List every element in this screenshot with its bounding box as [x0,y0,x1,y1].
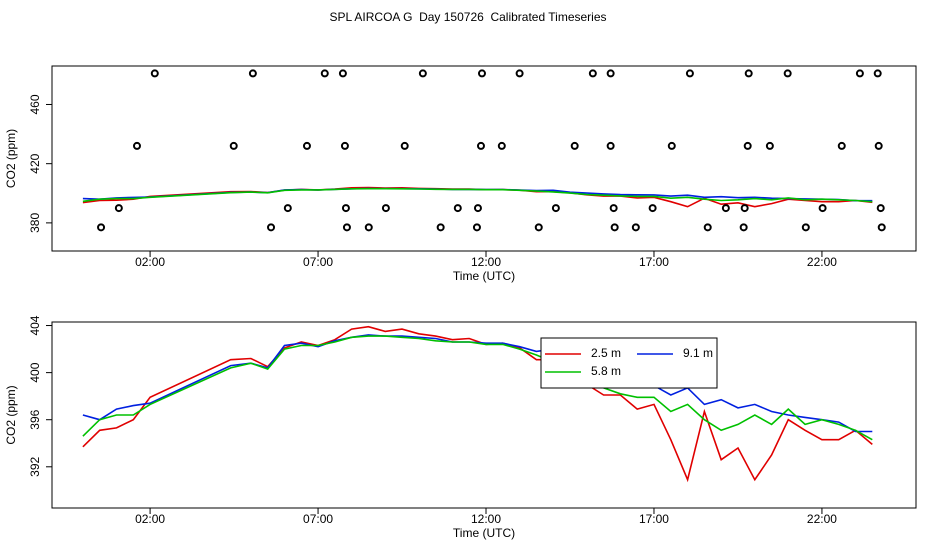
calibration-point [476,141,485,150]
y-tick-label: 460 [28,94,42,114]
figure-title: SPL AIRCOA G Day 150726 Calibrated Times… [329,10,606,24]
plot-frame [51,65,917,252]
calibration-point [570,141,579,150]
y-axis-label: CO2 (ppm) [4,129,18,188]
calibration-point [515,69,524,78]
calibration-point [685,69,694,78]
calibration-point [248,69,257,78]
calibration-point [453,204,462,213]
calibration-point [631,223,640,232]
calibration-point [874,141,883,150]
calibration-point [873,69,882,78]
x-tick-label: 12:00 [471,255,501,269]
calibration-point [551,204,560,213]
calibration-point [267,223,276,232]
calibration-point [740,204,749,213]
y-tick-label: 380 [28,213,42,233]
calibration-point [400,141,409,150]
legend-label: 5.8 m [591,364,621,378]
x-tick-label: 07:00 [303,512,333,526]
calibration-point [876,204,885,213]
x-tick-label: 12:00 [471,512,501,526]
calibration-point [801,223,810,232]
calibration-point [302,141,311,150]
legend-label: 9.1 m [683,346,713,360]
calibration-point [97,223,106,232]
calibration-point [837,141,846,150]
calibration-point [721,204,730,213]
calibration-point [606,141,615,150]
legend-box [540,337,718,389]
y-tick-label: 400 [28,362,42,382]
x-tick-label: 02:00 [135,255,165,269]
calibration-point [744,69,753,78]
calibration-point [283,204,292,213]
calibration-point [818,204,827,213]
calibration-point [381,204,390,213]
calibration-point [648,204,657,213]
x-tick-label: 22:00 [807,255,837,269]
x-tick-label: 22:00 [807,512,837,526]
calibration-point [341,204,350,213]
calibration-point [534,223,543,232]
calibration-point [477,69,486,78]
calibration-point [338,69,347,78]
y-tick-label: 404 [28,315,42,335]
calibration-point [150,69,159,78]
x-axis-label: Time (UTC) [453,526,515,540]
calibration-point [436,223,445,232]
y-axis-label: CO2 (ppm) [4,385,18,444]
calibration-point [497,141,506,150]
calibration-point [473,204,482,213]
calibration-point [667,141,676,150]
x-tick-label: 17:00 [639,512,669,526]
calibration-point [364,223,373,232]
legend-label: 2.5 m [591,346,621,360]
calibration-point [342,223,351,232]
calibration-point [739,223,748,232]
line-series [82,334,873,433]
calibration-point [340,141,349,150]
calibration-point [229,141,238,150]
x-tick-label: 07:00 [303,255,333,269]
line-series [82,335,873,441]
calibration-point [320,69,329,78]
calibration-point [472,223,481,232]
calibration-point [783,69,792,78]
calibration-point [743,141,752,150]
calibration-point [765,141,774,150]
calibration-point [703,223,712,232]
calibration-point [114,204,123,213]
y-tick-label: 396 [28,409,42,429]
calibration-point [132,141,141,150]
y-tick-label: 392 [28,456,42,476]
calibration-point [418,69,427,78]
line-series [82,187,873,203]
calibration-point [609,204,618,213]
calibration-point [877,223,886,232]
x-tick-label: 17:00 [639,255,669,269]
calibration-point [610,223,619,232]
calibration-point [588,69,597,78]
plot-frame [51,321,917,509]
calibration-point [606,69,615,78]
x-axis-label: Time (UTC) [453,269,515,283]
y-tick-label: 420 [28,153,42,173]
calibration-point [855,69,864,78]
x-tick-label: 02:00 [135,512,165,526]
